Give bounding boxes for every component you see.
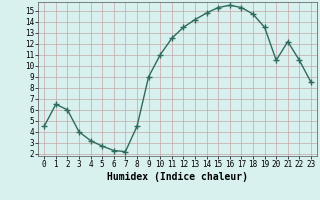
X-axis label: Humidex (Indice chaleur): Humidex (Indice chaleur) xyxy=(107,172,248,182)
